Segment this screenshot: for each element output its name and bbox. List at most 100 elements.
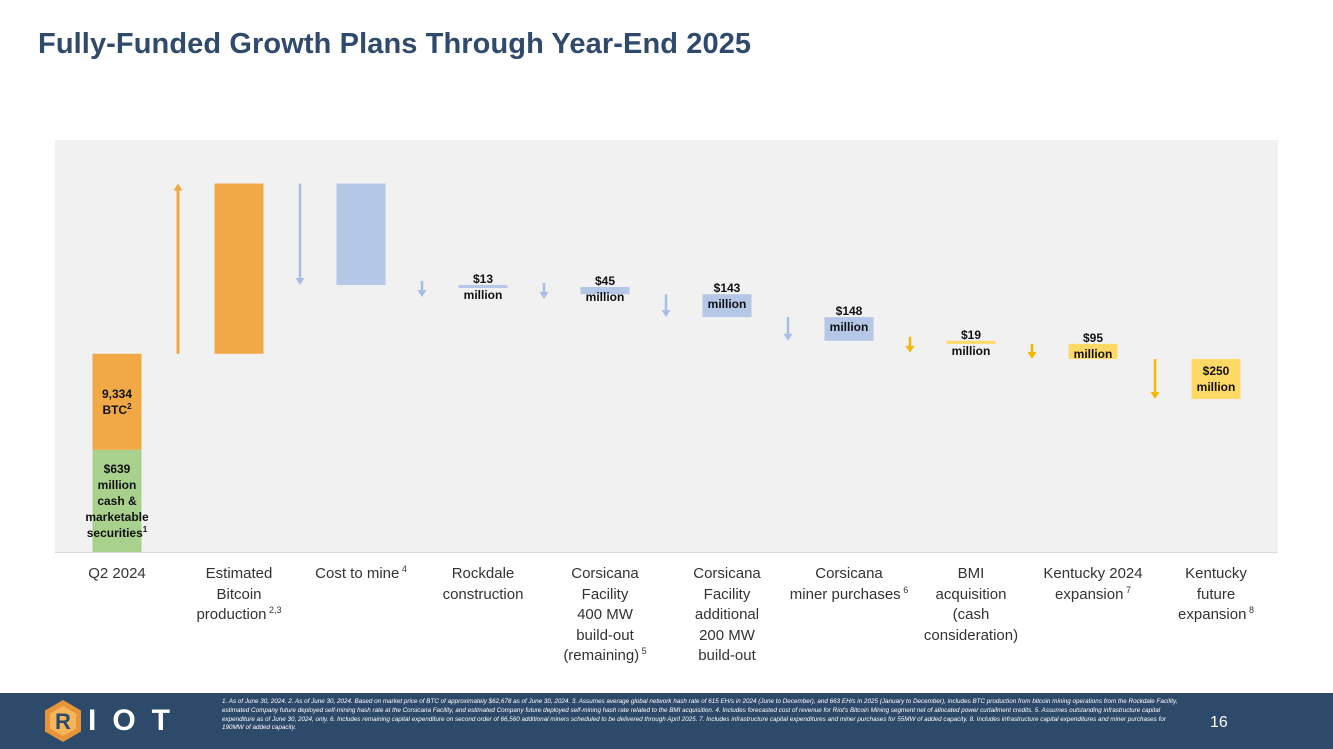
- bar-label-line: $148: [835, 304, 863, 319]
- bar-label-line: million: [951, 343, 991, 358]
- arrow-down-10-head: [1150, 392, 1160, 400]
- bar-label-line: million: [97, 477, 137, 492]
- bar-label-line: 9,334: [101, 386, 133, 401]
- arrow-down-3: [295, 183, 305, 285]
- arrow-down-6: [661, 294, 671, 318]
- category-label-line: BMI: [957, 565, 985, 582]
- category-label-corsicana-miner: Corsicana miner purchases 6: [779, 564, 919, 605]
- bar-0: [92, 449, 142, 552]
- bar-label-line: million: [1196, 380, 1236, 395]
- chart-baseline: [55, 552, 1278, 553]
- category-label-kentucky-future: Kentucky future expansion 8: [1156, 564, 1276, 626]
- logo-letter: R: [55, 709, 71, 734]
- category-label-kentucky-2024: Kentucky 2024 expansion 7: [1033, 564, 1153, 605]
- arrow-up-2-head: [173, 183, 183, 191]
- category-label-corsicana-400: Corsicana Facility 400 MW build-out (remaini…: [545, 564, 665, 667]
- category-label-line: 400 MW: [577, 606, 633, 623]
- category-label-line: expansion: [1178, 606, 1247, 623]
- bar-label-line: $250: [1202, 364, 1230, 379]
- arrow-down-3-head: [295, 277, 305, 285]
- category-label-line: expansion: [1055, 585, 1124, 603]
- bar-5: [580, 287, 630, 295]
- category-label-line: Estimated: [205, 565, 273, 582]
- riot-logo-icon: R: [45, 700, 81, 742]
- bar-label-footnote: 1: [142, 524, 148, 534]
- category-label-line: (cash: [952, 606, 990, 623]
- arrow-down-10: [1150, 359, 1160, 400]
- arrow-down-9-head: [1027, 352, 1037, 360]
- bar-label-5: $45 million: [560, 273, 650, 305]
- bar-3: [336, 183, 386, 285]
- bar-7: [824, 317, 874, 341]
- arrow-down-7: [783, 317, 793, 341]
- category-footnote: 5: [639, 646, 647, 656]
- bar-9: [1068, 343, 1118, 360]
- category-label-line: Corsicana: [693, 565, 761, 582]
- category-label-line: Corsicana: [815, 565, 883, 582]
- arrow-down-8: [905, 336, 915, 353]
- arrow-down-5-head: [539, 292, 549, 300]
- category-label-line: 200 MW: [699, 626, 755, 644]
- category-label-line: build-out: [576, 626, 634, 644]
- bar-2: [214, 183, 264, 354]
- category-label-cost-mine: Cost to mine 4: [301, 564, 421, 585]
- category-footnote: 8: [1246, 605, 1254, 615]
- bar-8: [946, 340, 996, 344]
- bar-label-9: $95 million: [1048, 330, 1138, 362]
- bar-label-10: $250 million: [1171, 363, 1261, 395]
- arrow-down-4: [417, 280, 427, 297]
- arrow-up-2: [173, 183, 183, 354]
- category-label-line: Rockdale: [451, 565, 515, 582]
- category-label-line: consideration): [923, 626, 1019, 644]
- footer-bar: [0, 693, 1333, 749]
- arrow-down-7-head: [783, 333, 793, 341]
- category-label-line: Facility: [703, 585, 751, 603]
- bar-label-4: $13 million: [438, 271, 528, 303]
- bar-label-1: 9,334 BTC2: [72, 386, 162, 418]
- category-footnote: 6: [900, 584, 909, 595]
- category-label-q2: Q2 2024: [57, 564, 177, 585]
- arrow-down-9: [1027, 343, 1037, 360]
- bar-label-line: $95: [1082, 330, 1104, 345]
- category-label-bmi: BMI acquisition (cash consideration): [911, 564, 1031, 646]
- page-number: 16: [1210, 714, 1228, 731]
- bar-label-line: million: [463, 287, 503, 302]
- bar-10: [1191, 359, 1241, 400]
- category-label-line: build-out: [698, 647, 756, 664]
- arrow-down-5: [539, 283, 549, 300]
- waterfall-chart: [92, 183, 1241, 552]
- bar-label-line: $13: [472, 271, 494, 286]
- logo-wordmark: IOT: [88, 704, 186, 737]
- category-label-line: additional: [694, 606, 760, 623]
- category-label-line: construction: [442, 585, 524, 603]
- page-title: Fully-Funded Growth Plans Through Year-E…: [38, 28, 752, 60]
- arrow-down-4-head: [417, 289, 427, 297]
- bar-label-0: $639 million cash & marketable securities1: [72, 461, 162, 541]
- category-label-line: Kentucky 2024: [1043, 565, 1143, 582]
- bar-label-line: $45: [594, 274, 616, 289]
- category-footnote: 4: [399, 564, 407, 574]
- bar-4: [458, 284, 508, 288]
- category-footnote: 2,3: [266, 605, 282, 615]
- bar-label-line: cash &: [97, 493, 137, 508]
- category-label-line: production: [196, 606, 267, 623]
- category-footnote: 7: [1123, 584, 1131, 595]
- bar-label-7: $148 million: [804, 303, 894, 335]
- category-label-btc-prod: Estimated Bitcoin production 2,3: [179, 564, 299, 626]
- arrow-down-8-head: [905, 345, 915, 353]
- bar-1: [92, 353, 142, 450]
- bar-label-line: million: [585, 290, 625, 305]
- bar-label-line: BTC: [102, 402, 128, 417]
- category-label-line: Cost to mine: [315, 565, 400, 582]
- bar-label-line: million: [829, 320, 869, 335]
- category-label-line: Bitcoin: [216, 585, 262, 603]
- bar-label-footnote: 2: [127, 401, 132, 411]
- category-label-line: Kentucky: [1185, 565, 1247, 582]
- category-label-line: Facility: [581, 585, 629, 603]
- category-label-line: Q2 2024: [88, 565, 146, 582]
- bar-label-line: million: [707, 297, 747, 312]
- bar-6: [702, 294, 752, 318]
- bar-label-line: marketable: [85, 509, 149, 524]
- category-label-line: miner purchases: [789, 585, 901, 603]
- bar-label-line: million: [1073, 346, 1113, 361]
